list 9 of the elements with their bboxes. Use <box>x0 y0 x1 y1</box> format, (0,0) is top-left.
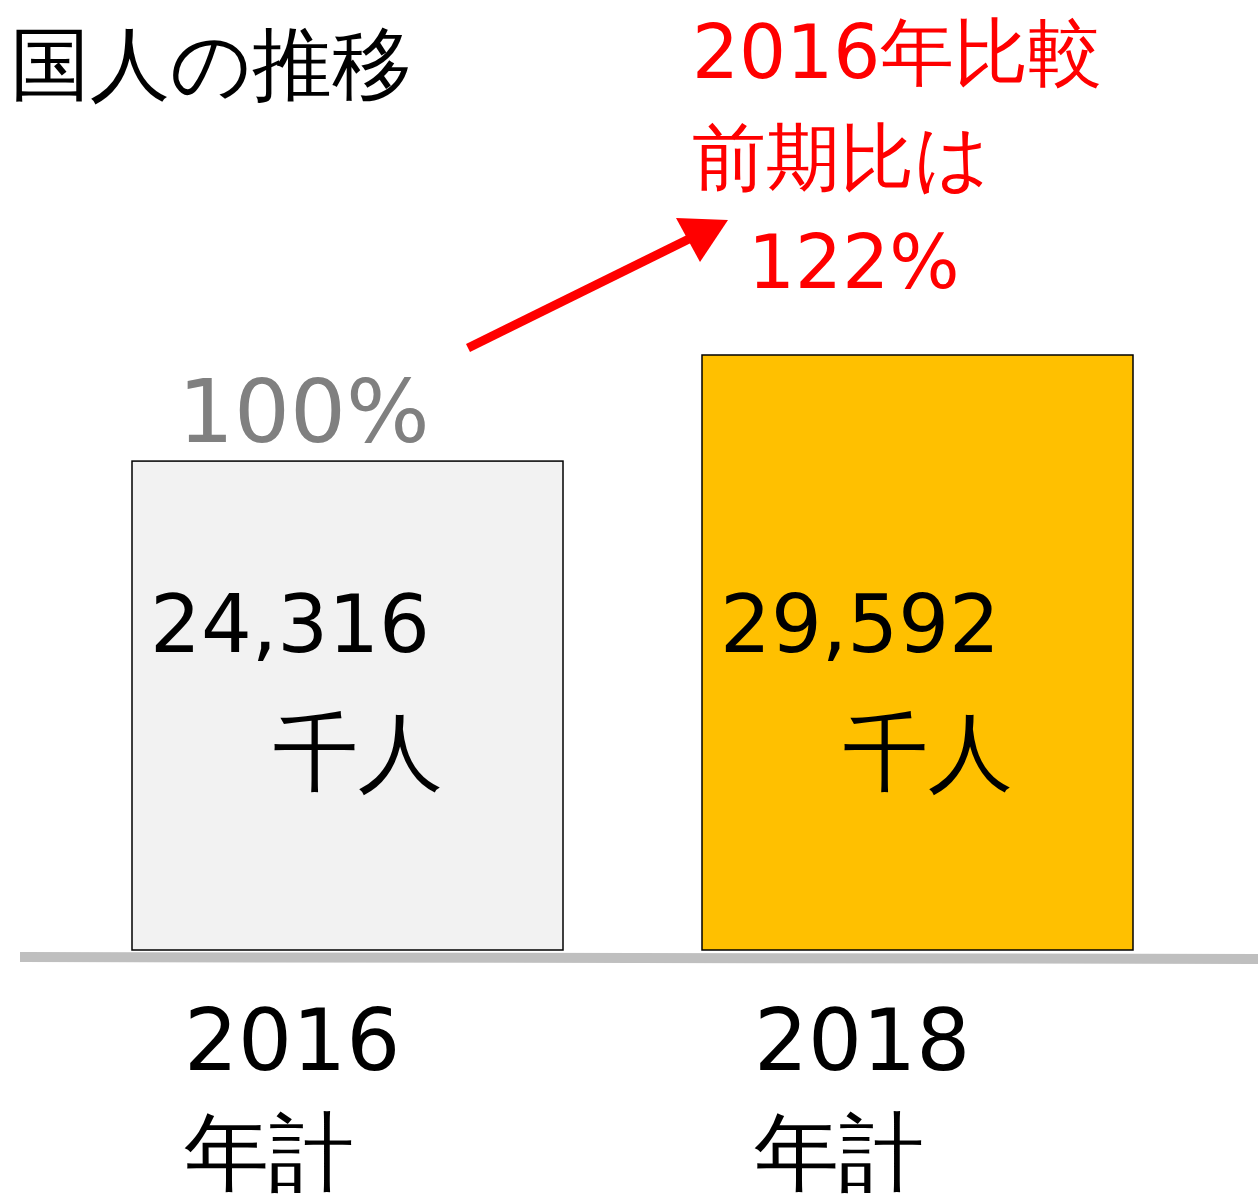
x-tick-label: 2016 年計 <box>184 991 401 1196</box>
text: 122% <box>748 219 960 305</box>
chart-title: 国人の推移 <box>10 18 412 111</box>
data-label: 24,316 千人 <box>150 578 443 802</box>
x-tick-label: 2018 年計 <box>754 991 971 1196</box>
annotation: 100% <box>178 360 430 463</box>
text: 2016年比較 <box>692 9 1103 95</box>
text: 前期比は <box>692 114 990 200</box>
data-label: 29,592 千人 <box>720 578 1013 802</box>
